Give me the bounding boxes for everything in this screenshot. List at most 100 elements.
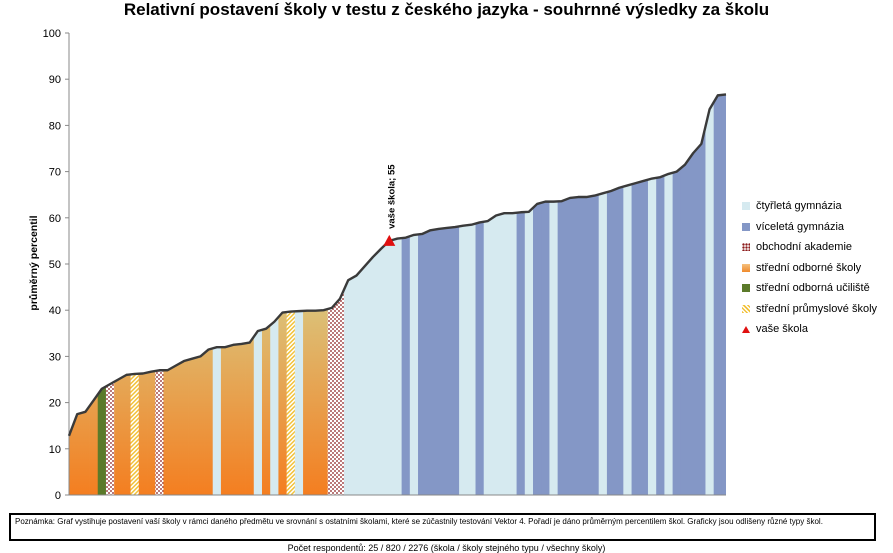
school-bar (294, 94, 304, 495)
chart-title: Relativní postavení školy v testu z česk… (123, 0, 770, 19)
y-tick-label: 20 (49, 398, 61, 410)
y-tick-label: 30 (49, 351, 61, 363)
school-bar (147, 94, 156, 495)
school-bar (89, 94, 99, 495)
legend-swatch (742, 202, 750, 211)
y-tick-label: 0 (55, 490, 61, 502)
school-bar (163, 94, 173, 495)
school-bar (73, 94, 82, 495)
legend-item-spr: střední průmyslové školy (742, 299, 877, 320)
school-bar (705, 94, 715, 495)
school-bar (631, 94, 641, 495)
school-bar (253, 94, 263, 495)
legend-label: víceletá gymnázia (756, 220, 845, 233)
legend-label: střední odborné školy (756, 261, 862, 274)
school-bar (639, 94, 649, 495)
school-bar (278, 94, 288, 495)
school-bar (524, 94, 534, 495)
legend-label: střední průmyslové školy (756, 302, 878, 315)
school-bar (656, 94, 665, 495)
legend-label: obchodní akademie (756, 241, 853, 254)
legend-label: vaše škola (756, 323, 808, 336)
note-box: Poznámka: Graf vystihuje postavení vaší … (9, 513, 876, 541)
school-bar (105, 94, 115, 495)
school-bar (721, 94, 726, 495)
school-bar (672, 94, 682, 495)
school-bar (360, 94, 370, 495)
legend-swatch (742, 222, 750, 231)
school-bar (533, 94, 542, 495)
school-bar (475, 94, 485, 495)
y-tick-label: 60 (49, 213, 61, 225)
legend-swatch (742, 304, 750, 313)
school-bar (467, 94, 476, 495)
school-bar (261, 94, 271, 495)
y-tick-label: 40 (49, 305, 61, 317)
school-bar (204, 94, 214, 495)
your-school-marker (383, 234, 396, 246)
school-bar (483, 94, 493, 495)
school-bar (590, 94, 600, 495)
legend-swatch (742, 263, 750, 272)
school-bar (623, 94, 632, 495)
school-bar (138, 94, 148, 495)
school-bar (376, 94, 386, 495)
legend-item-sou: střední odborná učiliště (742, 278, 877, 299)
bars-group (69, 94, 726, 495)
school-bar (196, 94, 205, 495)
legend-label: čtyřletá gymnázia (756, 200, 842, 213)
school-bar (606, 94, 616, 495)
legend-item-nase: vaše škola (742, 319, 877, 340)
school-bar (245, 94, 255, 495)
school-bar (335, 94, 345, 495)
respondents-footer: Počet respondentů: 25 / 820 / 2276 (škol… (287, 543, 606, 553)
line-layer (67, 93, 727, 437)
school-bar (212, 94, 222, 495)
school-bar (491, 94, 501, 495)
legend-label: střední odborná učiliště (756, 282, 870, 295)
school-bar (516, 94, 526, 495)
school-bar (311, 94, 320, 495)
legend-swatch (742, 243, 750, 252)
legend-item-ctyr: čtyřletá gymnázia (742, 196, 877, 217)
school-bar (664, 94, 674, 495)
school-bar (122, 94, 131, 495)
school-bar (459, 94, 468, 495)
school-bar (615, 94, 624, 495)
y-tick-label: 10 (49, 444, 61, 456)
school-bar (574, 94, 583, 495)
marker-label: vaše škola; 55 (386, 164, 397, 229)
school-bar (393, 94, 402, 495)
school-bar (549, 94, 559, 495)
school-bar (565, 94, 575, 495)
school-bar (434, 94, 444, 495)
triangle-icon (742, 325, 750, 333)
school-bar (541, 94, 550, 495)
school-bar (155, 94, 164, 495)
school-bar (286, 94, 296, 495)
y-axis: 0 10 20 30 40 50 60 70 80 90 100 (43, 28, 726, 502)
school-bar (352, 94, 361, 495)
school-bar (689, 94, 698, 495)
y-tick-label: 90 (49, 74, 61, 86)
school-bar (344, 94, 353, 495)
legend-item-sos: střední odborné školy (742, 258, 877, 279)
school-bar (81, 94, 90, 495)
school-bar (303, 94, 312, 495)
school-bar (442, 94, 452, 495)
y-tick-label: 70 (49, 167, 61, 179)
school-bar (508, 94, 517, 495)
school-bar (409, 94, 419, 495)
school-bar (179, 94, 189, 495)
school-bar (426, 94, 435, 495)
legend: čtyřletá gymnázia víceletá gymnázia obch… (742, 196, 877, 340)
y-axis-label: průměrný percentil (28, 215, 40, 310)
school-bar (418, 94, 427, 495)
school-bar (385, 94, 394, 495)
school-bar (713, 94, 723, 495)
school-bar (171, 94, 181, 495)
legend-item-vic: víceletá gymnázia (742, 217, 877, 238)
school-bar (598, 94, 608, 495)
school-bar (270, 94, 279, 495)
